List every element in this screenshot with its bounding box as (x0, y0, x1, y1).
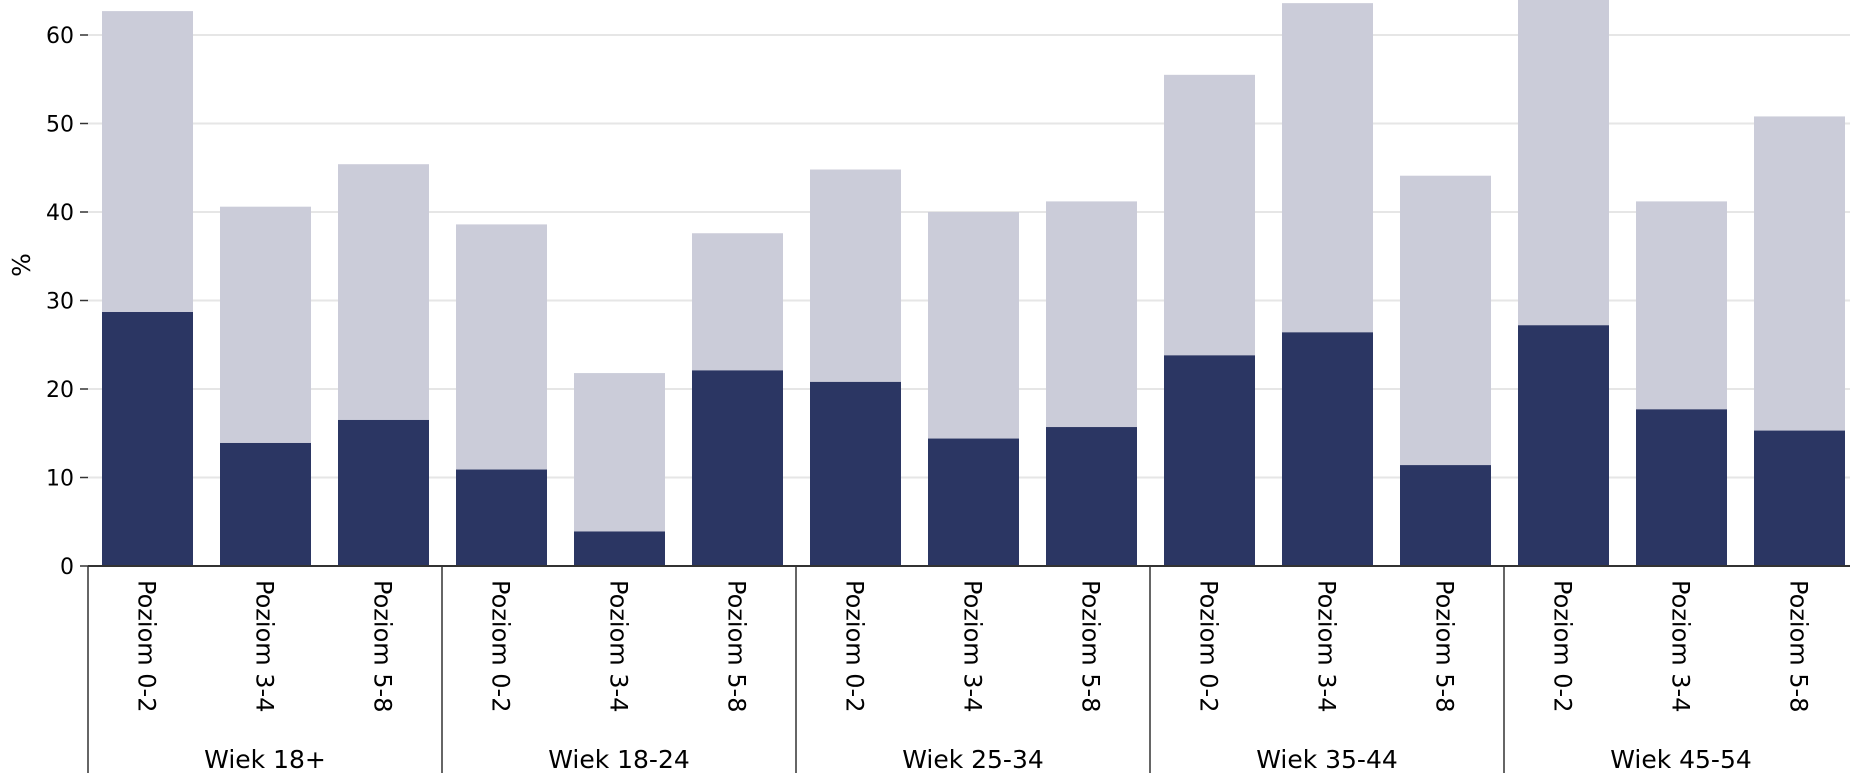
y-tick-label: 10 (46, 467, 74, 492)
bar-dark (810, 381, 901, 566)
category-label: Poziom 5-8 (369, 580, 397, 712)
category-label: Poziom 0-2 (1549, 580, 1577, 712)
y-axis-title: % (7, 253, 36, 277)
category-label: Poziom 0-2 (841, 580, 869, 712)
bar-dark (220, 442, 311, 566)
category-label: Poziom 3-4 (1313, 580, 1341, 712)
group-label: Wiek 18-24 (548, 745, 690, 773)
bar-dark (1518, 325, 1609, 566)
bar-dark (1282, 332, 1373, 566)
bar-dark (574, 531, 665, 566)
category-label: Poziom 3-4 (959, 580, 987, 712)
group-label: Wiek 35-44 (1256, 745, 1398, 773)
bar-dark (692, 370, 783, 566)
bar-dark (102, 312, 193, 566)
y-tick-label: 50 (46, 113, 74, 138)
category-label: Poziom 0-2 (1195, 580, 1223, 712)
y-tick-label: 60 (46, 24, 74, 49)
bar-dark (1400, 465, 1491, 566)
category-label: Poziom 5-8 (723, 580, 751, 712)
y-tick-label: 0 (60, 555, 74, 580)
bar-dark (1754, 430, 1845, 566)
bar-dark (456, 469, 547, 566)
category-label: Poziom 3-4 (1667, 580, 1695, 712)
bar-dark (338, 419, 429, 566)
group-label: Wiek 18+ (204, 745, 326, 773)
bar-dark (1046, 427, 1137, 566)
category-label: Poziom 0-2 (133, 580, 161, 712)
category-label: Poziom 5-8 (1785, 580, 1813, 712)
category-label: Poziom 3-4 (251, 580, 279, 712)
category-label: Poziom 5-8 (1077, 580, 1105, 712)
bar-dark (1636, 409, 1727, 566)
bar-dark (1164, 355, 1255, 566)
category-label: Poziom 3-4 (605, 580, 633, 712)
y-tick-label: 30 (46, 290, 74, 315)
group-label: Wiek 25-34 (902, 745, 1044, 773)
category-label: Poziom 5-8 (1431, 580, 1459, 712)
bar-dark (928, 438, 1019, 566)
group-label: Wiek 45-54 (1610, 745, 1752, 773)
category-label: Poziom 0-2 (487, 580, 515, 712)
y-tick-label: 40 (46, 201, 74, 226)
y-tick-label: 20 (46, 378, 74, 403)
